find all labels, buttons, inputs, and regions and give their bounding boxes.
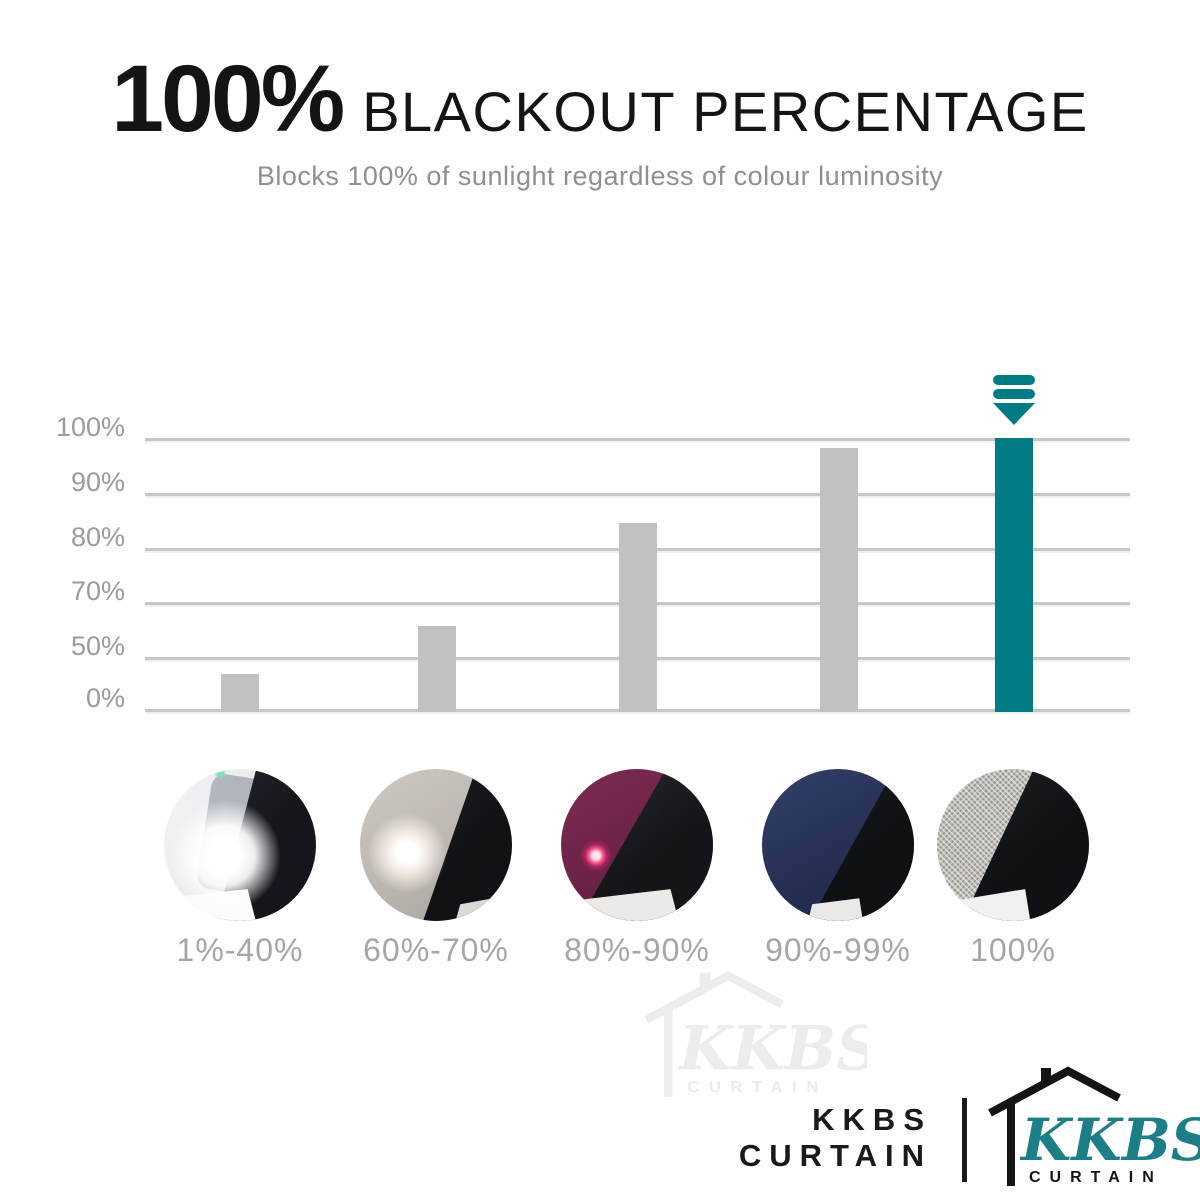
y-tick-70: 70% [70,576,125,606]
kkbs-house-logo: KKBS CURTAIN [988,1066,1200,1186]
y-tick-0: 0% [85,683,125,713]
subtitle: Blocks 100% of sunlight regardless of co… [256,161,944,191]
page-title: 100% BLACKOUT PERCENTAGE [0,52,1200,147]
house-roof-icon [988,1066,1121,1186]
torch-glow [360,769,512,921]
header: 100% BLACKOUT PERCENTAGE Blocks 100% of … [0,52,1200,192]
kkbs-watermark-logo: KKBS CURTAIN [644,971,867,1097]
footer-divider [962,1098,967,1182]
triple-chevron-down-icon [993,375,1035,425]
torch-glow [164,769,316,921]
headline-text: BLACKOUT PERCENTAGE [362,80,1089,143]
y-tick-50: 50% [70,631,125,661]
sample-label-60-70: 60%-70% [363,932,509,968]
bar-90-99 [820,447,858,712]
fabric-sample-photo-1-40 [164,769,316,921]
bar-1-40 [221,673,259,712]
y-tick-100: 100% [55,412,125,442]
bar-60-70 [418,625,456,712]
headline-number: 100% [111,46,345,152]
gridline-100 [145,438,1130,441]
table-surface [804,898,866,921]
logo-caps-text: CURTAIN [1029,1169,1163,1186]
watermark-script-text: KKBS [677,1013,867,1084]
fabric-sample-photo-60-70 [360,769,512,921]
bar-100-highlight [995,438,1033,712]
y-tick-90: 90% [70,467,125,497]
sample-label-1-40: 1%-40% [176,932,304,968]
bar-80-90 [619,522,657,712]
torch-dot [561,769,713,921]
fabric-sample-photo-90-99 [762,769,914,921]
watermark-caps-text: CURTAIN [687,1077,828,1096]
brand-name: KKBS [812,1102,932,1137]
fabric-sample-photo-100 [937,769,1089,921]
sample-label-100: 100% [970,932,1056,968]
brand-suffix: CURTAIN [738,1138,932,1173]
gridline-90 [145,493,1130,496]
bar-chart-plot: 100% 90% 80% 70% 50% 0% KKBS CURTAIN [56,375,1130,1097]
y-tick-80: 80% [70,522,125,552]
logo-script-text: KKBS [1019,1106,1200,1174]
sample-label-80-90: 80%-90% [564,932,710,968]
sample-label-90-99: 90%-99% [765,932,911,968]
fabric-sample-photo-80-90 [561,769,713,921]
brand-wordmark: KKBS CURTAIN [700,1102,932,1174]
house-outline-icon [644,971,784,1097]
